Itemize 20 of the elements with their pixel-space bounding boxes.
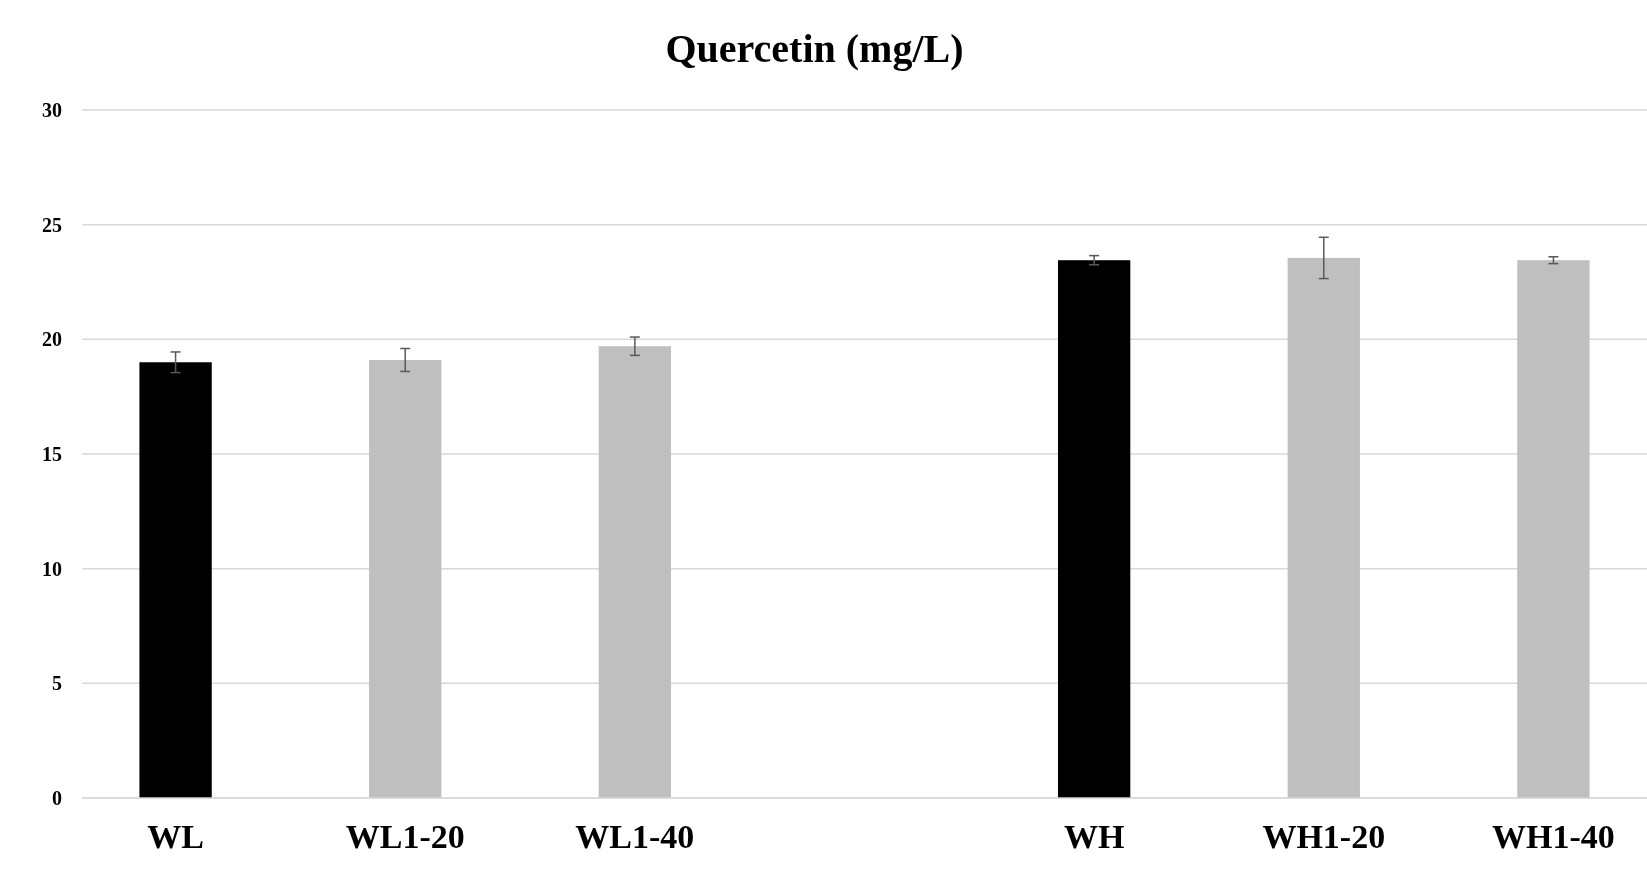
x-tick-label: WH1-40 — [1492, 818, 1615, 855]
x-tick-label: WL — [147, 818, 204, 855]
bar — [1517, 260, 1590, 798]
bar — [369, 359, 442, 798]
y-tick-label: 0 — [52, 787, 62, 809]
y-tick-label: 15 — [42, 443, 62, 465]
x-tick-label: WL1-20 — [345, 818, 465, 855]
bar — [1287, 257, 1360, 798]
y-tick-label: 30 — [42, 99, 62, 121]
y-tick-label: 25 — [42, 213, 62, 236]
x-tick-label: WL1-40 — [575, 818, 695, 855]
chart-title: Quercetin (mg/L) — [665, 26, 964, 71]
y-tick-label: 20 — [42, 328, 62, 351]
x-tick-label: WH1-20 — [1262, 818, 1386, 855]
x-tick-label: WH — [1063, 818, 1125, 855]
y-tick-label: 5 — [52, 672, 62, 695]
y-tick-label: 10 — [42, 557, 62, 580]
bar — [598, 346, 672, 798]
bar — [139, 362, 212, 798]
bar — [1057, 260, 1131, 798]
